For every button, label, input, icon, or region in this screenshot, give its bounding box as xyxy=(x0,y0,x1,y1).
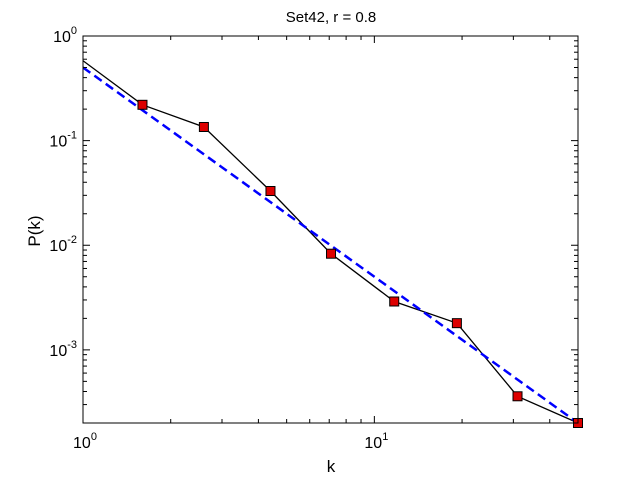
data-point xyxy=(198,121,209,132)
plot-area xyxy=(83,60,583,428)
data-point xyxy=(265,186,276,196)
y-tick-label: 10-2 xyxy=(49,234,77,255)
axes-frame xyxy=(82,35,579,424)
y-tick-label: 10-1 xyxy=(49,130,77,151)
data-point xyxy=(326,248,337,259)
y-tick-label: 10-3 xyxy=(49,339,77,360)
data-line xyxy=(83,60,578,423)
fit-line xyxy=(83,66,578,423)
data-point xyxy=(137,99,148,110)
data-point xyxy=(389,296,400,307)
y-axis-label: P(k) xyxy=(25,215,44,246)
chart-title: Set42, r = 0.8 xyxy=(286,9,376,26)
axes: 100 101 100 10-1 10-2 10-3 xyxy=(49,25,579,452)
x-tick-label: 100 xyxy=(73,431,97,452)
y-tick-label: 100 xyxy=(53,25,77,46)
x-tick-label: 101 xyxy=(364,431,388,452)
x-axis-label: k xyxy=(327,457,336,476)
data-point xyxy=(512,391,523,402)
data-point xyxy=(451,318,462,329)
